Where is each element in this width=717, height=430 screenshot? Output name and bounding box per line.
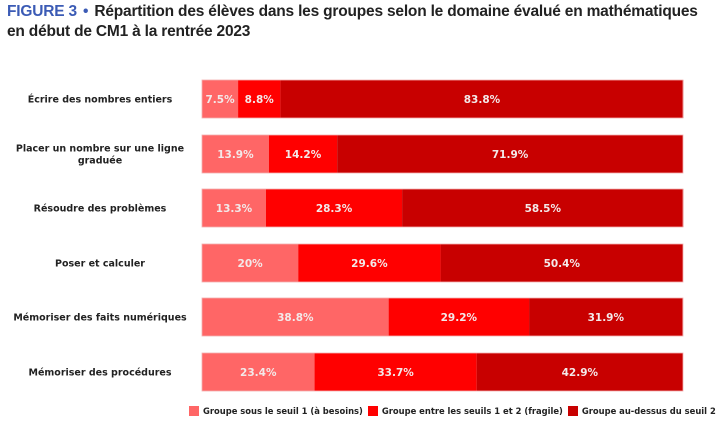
category-label: Poser et calculer: [55, 259, 145, 270]
bar-segment-besoins: [202, 353, 315, 391]
legend-swatch: [367, 406, 378, 416]
legend-swatch: [567, 406, 578, 416]
bar-segment-fragile: [265, 189, 403, 227]
bar-segment-au-dessus: [529, 298, 683, 336]
data-label: 7.5%: [205, 94, 235, 106]
data-label: 58.5%: [525, 203, 562, 215]
data-label: 20%: [238, 258, 264, 270]
bar-segment-fragile: [388, 298, 530, 336]
category-label-line: Mémoriser des faits numériques: [13, 313, 187, 324]
data-label: 31.9%: [588, 312, 625, 324]
legend-item: Groupe sous le seuil 1 (à besoins): [189, 406, 363, 416]
bar-outline: [201, 352, 684, 392]
category-label: Mémoriser des faits numériques: [13, 313, 187, 324]
legend-item: Groupe entre les seuils 1 et 2 (fragile): [367, 406, 563, 416]
category-label: Mémoriser des procédures: [29, 368, 172, 379]
bar-segment-au-dessus: [402, 189, 684, 227]
category-label-line: Poser et calculer: [55, 259, 145, 270]
data-label: 13.3%: [216, 203, 253, 215]
legend-item: Groupe au-dessus du seuil 2: [567, 406, 716, 416]
data-label: 14.2%: [285, 149, 322, 161]
category-label-line: Écrire des nombres entiers: [28, 94, 173, 106]
bar-segment-fragile: [298, 244, 441, 282]
bar-segment-besoins: [202, 80, 239, 118]
legend: Groupe sous le seuil 1 (à besoins) Groupe…: [189, 404, 717, 418]
data-label: 50.4%: [544, 258, 581, 270]
bar-outline: [201, 297, 684, 337]
bar-segment-au-dessus: [476, 353, 683, 391]
figure-number: FIGURE 3: [7, 3, 77, 20]
bar-segment-fragile: [314, 353, 477, 391]
category-label-line: Résoudre des problèmes: [34, 204, 167, 215]
data-label: 42.9%: [562, 367, 599, 379]
bar-segment-besoins: [202, 135, 269, 173]
bar-segment-besoins: [202, 189, 266, 227]
bar-segment-fragile: [238, 80, 281, 118]
bar-outline: [201, 79, 684, 119]
category-label-line: Placer un nombre sur une ligne: [16, 144, 184, 155]
category-label: Écrire des nombres entiers: [28, 94, 173, 106]
bar-segment-besoins: [202, 244, 299, 282]
category-label: Résoudre des problèmes: [34, 204, 167, 215]
data-label: 29.6%: [351, 258, 388, 270]
data-label: 29.2%: [441, 312, 478, 324]
data-label: 8.8%: [245, 94, 275, 106]
legend-label: Groupe au-dessus du seuil 2: [581, 406, 716, 416]
bar-outline: [201, 134, 684, 174]
figure-title-text: Répartition des élèves dans les groupes …: [7, 3, 698, 40]
category-label: Placer un nombre sur une ligne graduée: [16, 144, 184, 167]
category-label-line: Mémoriser des procédures: [29, 368, 172, 379]
data-label: 13.9%: [217, 149, 254, 161]
category-label-line: graduée: [78, 156, 122, 167]
bar-segment-au-dessus: [280, 80, 684, 118]
bar-segment-au-dessus: [337, 135, 683, 173]
data-label: 71.9%: [492, 149, 529, 161]
data-label: 38.8%: [277, 312, 314, 324]
bar-segment-besoins: [202, 298, 389, 336]
title-separator: •: [83, 3, 89, 20]
data-label: 23.4%: [240, 367, 277, 379]
data-label: 83.8%: [464, 94, 501, 106]
figure-title: FIGURE 3 • Répartition des élèves dans l…: [7, 2, 712, 42]
legend-swatch: [189, 406, 199, 416]
legend-label: Groupe entre les seuils 1 et 2 (fragile): [381, 406, 563, 416]
bar-outline: [201, 243, 684, 283]
bar-outline: [201, 188, 684, 228]
bar-segment-fragile: [268, 135, 338, 173]
bar-segment-au-dessus: [440, 244, 683, 282]
data-label: 28.3%: [316, 203, 353, 215]
legend-label: Groupe sous le seuil 1 (à besoins): [203, 406, 363, 416]
data-label: 33.7%: [377, 367, 414, 379]
